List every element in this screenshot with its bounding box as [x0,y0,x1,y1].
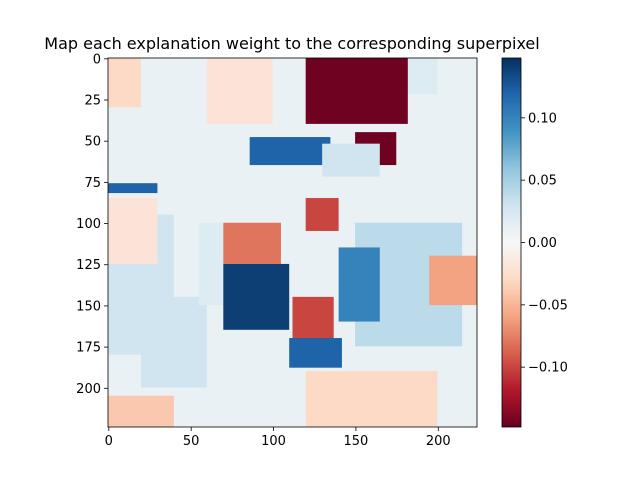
heatmap-area [107,57,478,428]
heatmap-region [223,222,281,264]
plot-frame [107,57,478,428]
colorbar-tick-label: 0.00 [528,236,557,251]
y-tick-label: 100 [76,217,101,232]
y-tick-label: 175 [76,341,101,356]
y-tick-label: 50 [84,135,101,150]
heatmap-region [305,370,438,427]
y-tick-label: 0 [93,52,101,67]
heatmap-cells [108,58,477,427]
heatmap-region [289,338,342,368]
heatmap-region [338,247,380,322]
y-axis: 0 25 50 75 100 125 150 175 200 [76,52,108,397]
heatmap-region [305,58,408,124]
chart-title: Map each explanation weight to the corre… [44,34,539,53]
x-tick-label: 100 [261,434,286,449]
heatmap-region [108,183,158,194]
colorbar-tick-label: 0.05 [528,174,557,189]
heatmap-region [223,263,290,330]
y-tick-label: 150 [76,299,101,314]
x-tick-label: 150 [344,434,369,449]
colorbar-gradient [501,57,522,428]
x-tick-label: 50 [183,434,200,449]
heatmap-region [108,395,174,427]
heatmap-region [305,198,339,231]
colorbar-ticks: 0.10 0.05 0.00 −0.05 −0.10 [521,111,568,376]
y-tick-label: 125 [76,258,101,273]
heatmap-region [140,296,207,388]
colorbar-tick-label: −0.05 [528,298,568,313]
colorbar: 0.10 0.05 0.00 −0.05 −0.10 [501,57,568,428]
heatmap-region [322,143,380,177]
heatmap-region [249,137,331,166]
x-tick-label: 200 [426,434,451,449]
y-tick-label: 200 [76,382,101,397]
colorbar-tick-label: 0.10 [528,111,557,126]
heatmap-region [108,198,158,264]
y-tick-label: 75 [84,176,101,191]
colorbar-tick-label: −0.10 [528,361,568,376]
heatmap-region [206,58,273,124]
x-tick-label: 0 [105,434,113,449]
y-tick-label: 25 [84,94,101,109]
x-axis: 0 50 100 150 200 [105,427,451,449]
heatmap-region [108,58,141,108]
heatmap-region [429,255,477,306]
